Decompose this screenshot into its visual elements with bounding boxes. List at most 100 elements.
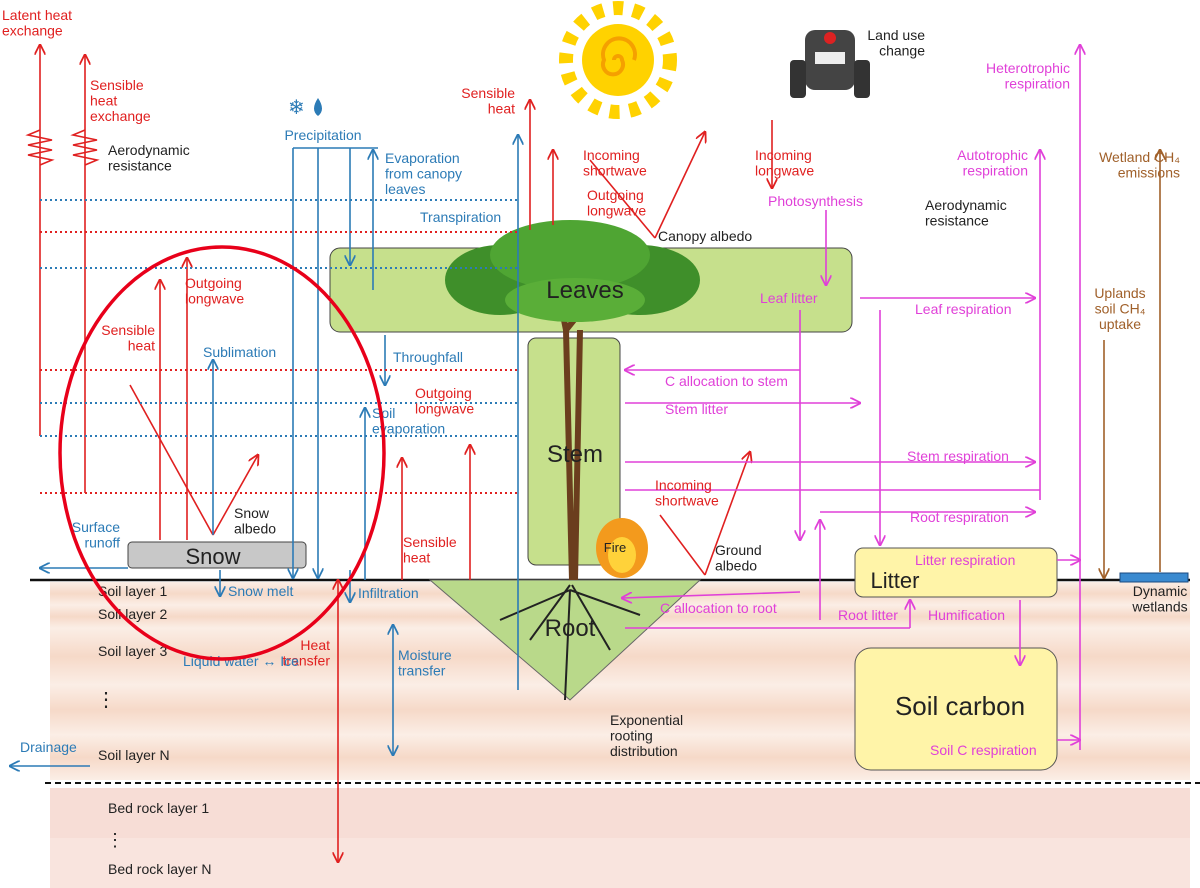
label: Snow: [185, 544, 240, 569]
tractor-window: [815, 52, 845, 64]
label-line: soil CH₄: [1095, 300, 1146, 316]
label-line: heat: [488, 100, 515, 116]
label-line: Incoming: [583, 147, 640, 163]
label-line: Sensible: [90, 77, 144, 93]
tractor-wheel: [854, 60, 870, 98]
label-line: wetlands: [1131, 598, 1187, 614]
label: Outgoing longwave: [587, 187, 646, 218]
label-line: uptake: [1099, 316, 1141, 332]
label: Land use change: [867, 27, 925, 58]
label-line: Ground: [715, 542, 762, 558]
label: Ground albedo: [715, 542, 762, 573]
label-line: runoff: [84, 534, 120, 550]
label: Soil C respiration: [930, 742, 1037, 758]
label: Transpiration: [420, 209, 501, 225]
label-line: Snow: [234, 505, 270, 521]
label-line: Sensible: [403, 534, 457, 550]
label-line: rooting: [610, 727, 653, 743]
soil-bands: [30, 578, 1200, 888]
label-line: Aerodynamic: [925, 197, 1007, 213]
label-line: respiration: [963, 162, 1028, 178]
flux-arrow: [589, 159, 656, 239]
label: Autotrophic respiration: [957, 147, 1028, 178]
label: Dynamic wetlands: [1131, 583, 1187, 614]
tree-roots: [499, 584, 641, 701]
label-line: albedo: [234, 520, 276, 536]
label-line: Heterotrophic: [986, 60, 1070, 76]
tractor-icon: [790, 30, 870, 98]
label: Soil layer 1: [98, 583, 167, 599]
label: Fire: [604, 540, 626, 555]
label: Litter: [871, 568, 920, 593]
label: Snow melt: [228, 583, 293, 599]
arrows: [10, 45, 1160, 862]
label: C allocation to root: [660, 600, 777, 616]
snowflake-icon: ❄: [288, 97, 305, 119]
label: ⋮: [96, 689, 116, 711]
label-line: emissions: [1118, 164, 1180, 180]
label: Soil layer 2: [98, 606, 167, 622]
label: Stem litter: [665, 401, 728, 417]
label: Bed rock layer N: [108, 861, 211, 877]
label-line: resistance: [925, 212, 989, 228]
label-line: heat: [90, 92, 117, 108]
label-line: Outgoing: [587, 187, 644, 203]
label: Evaporation from canopy leaves: [385, 150, 462, 197]
label-line: leaves: [385, 181, 425, 197]
label: Soil carbon: [895, 691, 1025, 721]
label: Root: [545, 615, 596, 642]
foliage: [505, 278, 645, 322]
flux-arrow: [212, 455, 258, 536]
label-line: Incoming: [755, 147, 812, 163]
label-line: resistance: [108, 157, 172, 173]
label: Aerodynamic resistance: [108, 142, 190, 173]
label: Leaf litter: [760, 290, 818, 306]
label: Photosynthesis: [768, 193, 863, 209]
label: Leaves: [546, 277, 623, 304]
label: Incoming shortwave: [655, 477, 719, 508]
root-zone: [428, 579, 702, 701]
wetland-pool: [1119, 572, 1189, 583]
label: Bed rock layer 1: [108, 800, 209, 816]
label-line: longwave: [587, 202, 646, 218]
label-line: Soil: [372, 405, 395, 421]
label: Leaf respiration: [915, 301, 1012, 317]
label: Soil layer 3: [98, 643, 167, 659]
label: Canopy albedo: [658, 228, 752, 244]
label: Sensible heat: [461, 85, 515, 116]
label-line: shortwave: [655, 492, 719, 508]
label: Aerodynamic resistance: [925, 197, 1007, 228]
label-line: Evaporation: [385, 150, 460, 166]
label: Stem: [547, 441, 603, 468]
label-line: transfer: [398, 662, 446, 678]
drop-icon: [314, 98, 322, 116]
label-line: Aerodynamic: [108, 142, 190, 158]
label-line: respiration: [1005, 75, 1070, 91]
label-line: Outgoing: [415, 385, 472, 401]
label-line: transfer: [283, 652, 331, 668]
label: Heterotrophic respiration: [986, 60, 1070, 91]
label-line: Exponential: [610, 712, 683, 728]
label: Sensible heat: [101, 322, 155, 353]
label: C allocation to stem: [665, 373, 788, 389]
label-line: Heat: [300, 637, 330, 653]
label: Sublimation: [203, 344, 276, 360]
flux-arrow: [659, 514, 706, 576]
label: Incoming longwave: [755, 147, 814, 178]
label-line: heat: [128, 337, 155, 353]
label: Incoming shortwave: [583, 147, 647, 178]
label-line: Incoming: [655, 477, 712, 493]
label: Stem respiration: [907, 448, 1009, 464]
label-line: exchange: [90, 108, 151, 124]
label: Surface runoff: [72, 519, 120, 550]
label: Exponential rooting distribution: [610, 712, 683, 759]
label: Sensible heat exchange: [90, 77, 151, 124]
tree: [445, 220, 700, 701]
label: Root litter: [838, 607, 898, 623]
label-line: Uplands: [1094, 285, 1145, 301]
label-line: distribution: [610, 743, 678, 759]
label-line: evaporation: [372, 420, 445, 436]
label: Moisture transfer: [398, 647, 452, 678]
label: Soil layer N: [98, 747, 170, 763]
